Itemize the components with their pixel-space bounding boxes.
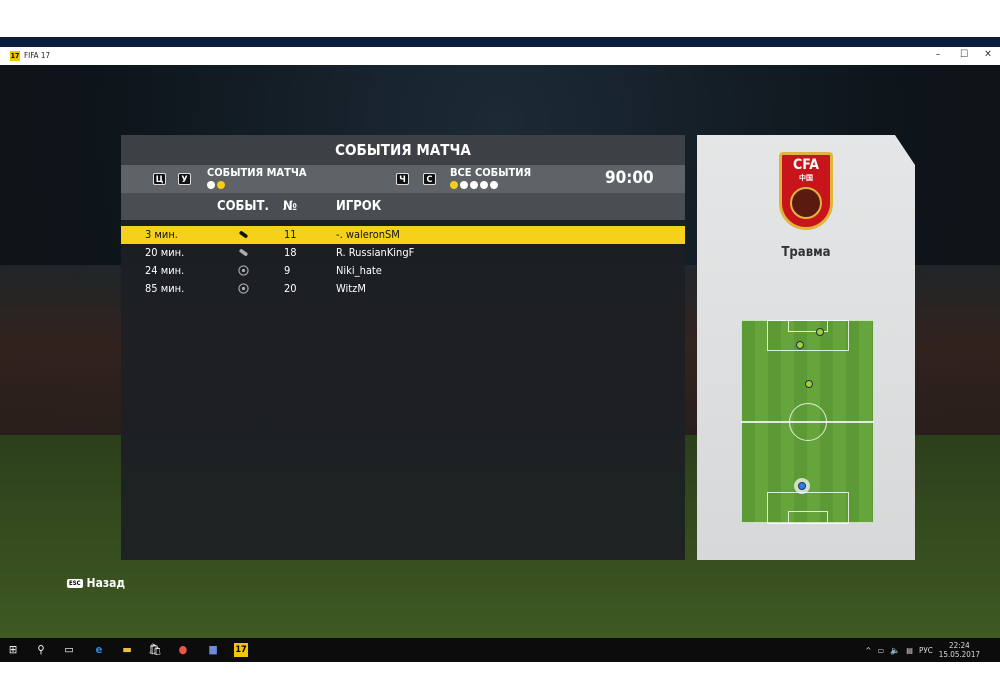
app-icon: 17: [10, 51, 20, 61]
event-time: 20 мин.: [145, 246, 185, 259]
maximize-button[interactable]: ☐: [959, 49, 969, 60]
dragon-emblem: [790, 187, 822, 219]
volume-icon[interactable]: 🔈: [890, 645, 901, 655]
team-crest: CFA 中国: [779, 152, 833, 230]
match-events-panel: СОБЫТИЯ МАТЧА Ц У СОБЫТИЯ МАТЧА Ч С ВСЕ …: [121, 135, 685, 560]
filter-bar: Ц У СОБЫТИЯ МАТЧА Ч С ВСЕ СОБЫТИЯ 90:00: [121, 165, 685, 193]
event-row[interactable]: 85 мин. 20 WitzM: [121, 280, 685, 298]
chrome-icon[interactable]: ●: [178, 643, 188, 656]
time: 22:24: [949, 641, 970, 650]
taskbar: ⊞ ⚲ ▭ e ▬ 🛍 ● ■ 17 ^ ▭ 🔈 ▤ РУС 22:24 15.0…: [0, 638, 1000, 662]
crest-text: CFA: [793, 157, 819, 173]
goal-ball-icon: [238, 265, 249, 279]
key-hint[interactable]: У: [178, 173, 191, 185]
close-button[interactable]: ✕: [984, 49, 992, 60]
filter-all-events[interactable]: ВСЕ СОБЫТИЯ: [450, 166, 532, 179]
event-time: 24 мин.: [145, 264, 185, 277]
desktop-background: [0, 37, 1000, 47]
page-dot: [207, 181, 215, 189]
player-name: R. RussianKingF: [336, 246, 415, 259]
event-type-label: Травма: [781, 245, 831, 260]
system-tray: ^ ▭ 🔈 ▤ РУС 22:24 15.05.2017: [865, 641, 980, 659]
minimize-button[interactable]: –: [935, 49, 941, 60]
task-view-icon[interactable]: ▭: [64, 643, 74, 656]
player-number: 11: [284, 228, 297, 241]
player-number: 18: [284, 246, 297, 259]
page-dot: [460, 181, 468, 189]
event-location-marker: [798, 482, 806, 490]
fifa-taskbar-icon[interactable]: 17: [234, 643, 248, 657]
event-time: 85 мин.: [145, 282, 185, 295]
edge-browser-icon[interactable]: e: [95, 643, 103, 656]
injury-icon: [238, 229, 249, 243]
page-dot-active: [450, 181, 458, 189]
pitch-map: [741, 320, 874, 524]
key-hint[interactable]: С: [423, 173, 436, 185]
player-name: Niki_hate: [336, 264, 382, 277]
store-icon[interactable]: 🛍: [148, 643, 162, 656]
language-indicator[interactable]: РУС: [919, 645, 933, 655]
page-dot: [480, 181, 488, 189]
column-header: СОБЫТ. № ИГРОК: [121, 193, 685, 220]
player-marker: [796, 341, 804, 349]
crest-sub: 中国: [799, 174, 813, 182]
esc-key-icon: ESC: [67, 578, 83, 588]
page-dot: [470, 181, 478, 189]
player-marker: [816, 328, 824, 336]
player-number: 20: [284, 282, 297, 295]
date: 15.05.2017: [938, 650, 980, 659]
col-event: СОБЫТ.: [217, 199, 269, 214]
filter-match-events[interactable]: СОБЫТИЯ МАТЧА: [207, 166, 307, 179]
event-time: 3 мин.: [145, 228, 178, 241]
player-number: 9: [284, 264, 291, 277]
key-hint[interactable]: Ч: [396, 173, 409, 185]
tray-chevron-icon[interactable]: ^: [865, 645, 872, 655]
injury-icon: [238, 247, 249, 261]
back-label: Назад: [86, 576, 126, 590]
window-titlebar: 17 FIFA 17 – ☐ ✕: [0, 47, 1000, 65]
event-row[interactable]: 24 мин. 9 Niki_hate: [121, 262, 685, 280]
event-row[interactable]: 20 мин. 18 R. RussianKingF: [121, 244, 685, 262]
network-icon[interactable]: ▭: [877, 645, 885, 655]
col-player: ИГРОК: [336, 199, 382, 214]
player-name: WitzM: [336, 282, 366, 295]
filter-left-dots: [207, 181, 225, 189]
file-explorer-icon[interactable]: ▬: [122, 643, 132, 656]
match-clock: 90:00: [605, 168, 654, 188]
notifications-icon[interactable]: ▤: [906, 645, 914, 655]
windows-start-icon[interactable]: ⊞: [8, 643, 18, 656]
player-name: -. waleronSM: [336, 228, 400, 241]
clock[interactable]: 22:24 15.05.2017: [939, 641, 980, 659]
event-row[interactable]: 3 мин. 11 -. waleronSM: [121, 226, 685, 244]
search-icon[interactable]: ⚲: [37, 643, 45, 656]
back-button[interactable]: ESC Назад: [67, 576, 125, 590]
filter-right-dots: [450, 181, 498, 189]
key-hint[interactable]: Ц: [153, 173, 166, 185]
panel-title: СОБЫТИЯ МАТЧА: [121, 135, 685, 165]
page-dot: [490, 181, 498, 189]
game-screen: СОБЫТИЯ МАТЧА Ц У СОБЫТИЯ МАТЧА Ч С ВСЕ …: [0, 65, 1000, 638]
discord-icon[interactable]: ■: [208, 643, 218, 656]
col-number: №: [283, 199, 298, 214]
player-marker: [805, 380, 813, 388]
event-detail-panel: CFA 中国 Травма: [697, 135, 915, 560]
page-dot-active: [217, 181, 225, 189]
goal-ball-icon: [238, 283, 249, 297]
window-title: FIFA 17: [24, 51, 51, 60]
